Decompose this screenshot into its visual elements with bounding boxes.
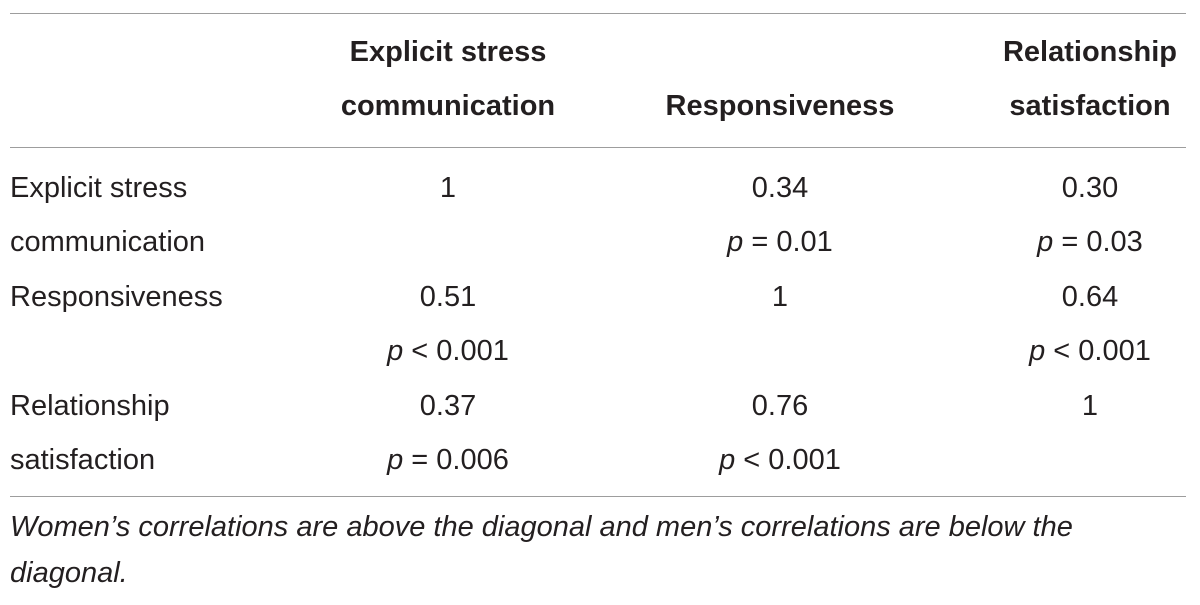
p-symbol: p: [1029, 335, 1046, 367]
row-label-explicit-stress-communication: Explicit stress communication: [10, 161, 205, 269]
column-header-line-1: Responsiveness: [665, 90, 895, 122]
correlation-value: 0.34: [751, 172, 809, 204]
column-header-relationship-satisfaction: Relationship satisfaction: [960, 25, 1200, 133]
p-symbol: p: [387, 444, 404, 476]
p-value-text: < 0.001: [735, 444, 841, 476]
row-label-line-1: Explicit stress: [10, 172, 188, 204]
row-label-responsiveness: Responsiveness: [10, 270, 223, 324]
p-symbol: p: [387, 335, 404, 367]
p-symbol: p: [727, 226, 744, 258]
correlation-value: 0.37: [419, 390, 477, 422]
p-value: p = 0.006: [300, 433, 596, 487]
column-header-line-1: Relationship: [1002, 36, 1177, 68]
row-label-relationship-satisfaction: Relationship satisfaction: [10, 379, 170, 487]
p-value-text: < 0.001: [403, 335, 509, 367]
table-top-rule: [10, 13, 1186, 14]
table-cell: 0.30 p = 0.03: [960, 161, 1200, 269]
p-value-text: = 0.006: [403, 444, 509, 476]
p-value-text: = 0.01: [743, 226, 833, 258]
table-cell: 0.76 p < 0.001: [620, 379, 940, 487]
correlation-value: 0.64: [1061, 281, 1119, 313]
table-cell: 0.37 p = 0.006: [300, 379, 596, 487]
p-value-text: < 0.001: [1045, 335, 1151, 367]
column-header-line-1: Explicit stress: [349, 36, 547, 68]
column-header-responsiveness: Responsiveness: [620, 79, 940, 133]
column-header-line-2: communication: [340, 90, 556, 122]
p-value: p < 0.001: [300, 324, 596, 378]
row-label-line-2: communication: [10, 226, 206, 258]
correlation-value: 0.30: [1061, 172, 1119, 204]
p-value: p = 0.03: [960, 215, 1200, 269]
table-cell: 1: [620, 270, 940, 324]
table-cell: 1: [960, 379, 1200, 433]
table-bottom-rule: [10, 496, 1186, 497]
table-header-rule: [10, 147, 1186, 148]
correlation-value: 0.51: [419, 281, 477, 313]
table-cell: 0.34 p = 0.01: [620, 161, 940, 269]
correlation-value: 1: [439, 172, 457, 204]
row-label-line-1: Responsiveness: [10, 281, 223, 313]
column-header-line-2: satisfaction: [1009, 90, 1171, 122]
row-label-line-2: satisfaction: [10, 444, 156, 476]
correlation-value: 1: [1081, 390, 1099, 422]
row-label-line-1: Relationship: [10, 390, 170, 422]
p-value: p = 0.01: [620, 215, 940, 269]
correlation-value: 1: [771, 281, 789, 313]
p-symbol: p: [719, 444, 736, 476]
p-value: p < 0.001: [960, 324, 1200, 378]
column-header-explicit-stress-communication: Explicit stress communication: [300, 25, 596, 133]
correlation-value: 0.76: [751, 390, 809, 422]
table-cell: 0.51 p < 0.001: [300, 270, 596, 378]
table-footnote: Women’s correlations are above the diago…: [10, 511, 1073, 589]
table-cell: 1: [300, 161, 596, 215]
p-value-text: = 0.03: [1053, 226, 1143, 258]
table-cell: 0.64 p < 0.001: [960, 270, 1200, 378]
p-symbol: p: [1037, 226, 1054, 258]
p-value: p < 0.001: [620, 433, 940, 487]
